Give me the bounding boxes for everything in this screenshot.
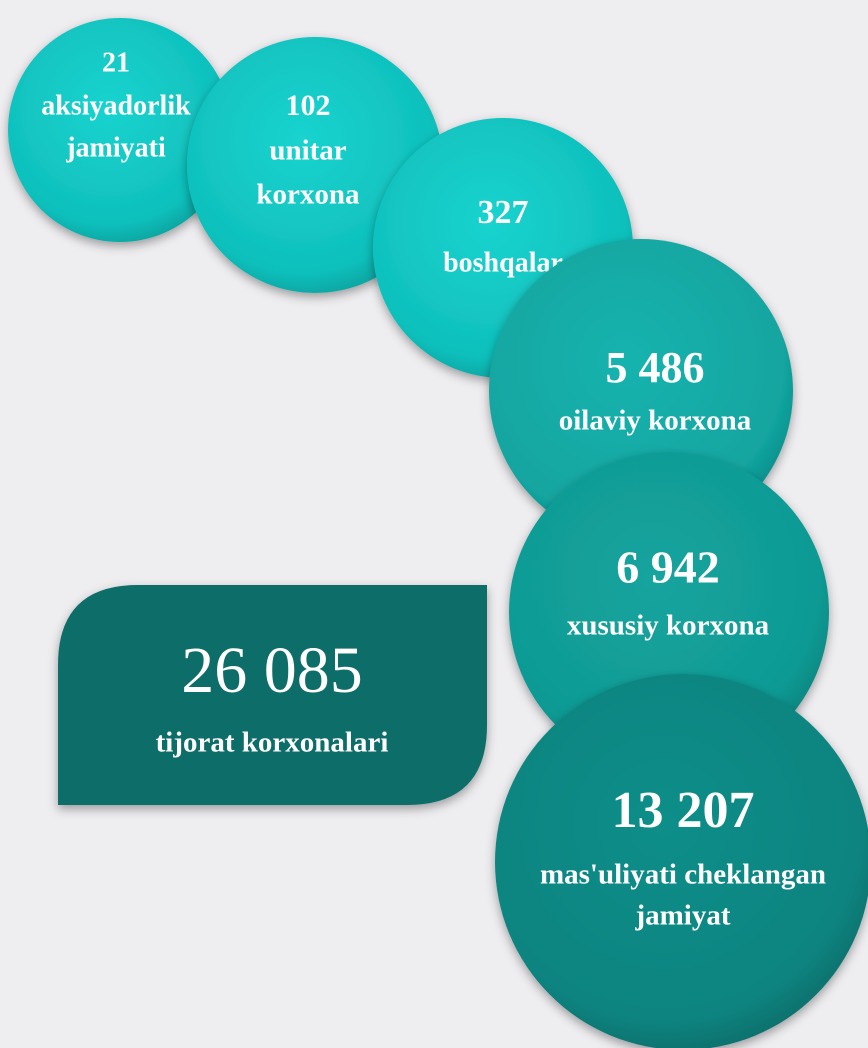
bubbles: 21 aksiyadorlik jamiyati 102 unitar korxona 32…: [8, 18, 868, 1048]
bubble-label: jamiyat: [634, 900, 730, 932]
bubble: 21 aksiyadorlik jamiyati: [8, 18, 232, 242]
bubble-label: aksiyadorlik: [41, 90, 191, 121]
total-box: [58, 585, 487, 805]
bubble-label: korxona: [256, 179, 360, 211]
bubble-circle: [8, 18, 232, 242]
bubble-label: oilaviy korxona: [559, 405, 752, 437]
bubble-value: 21: [102, 47, 130, 78]
total-value: 26 085: [181, 634, 363, 707]
bubble: 13 207 mas'uliyati cheklangan jamiyat: [495, 674, 868, 1048]
bubble-value: 6 942: [616, 542, 720, 593]
bubble-value: 102: [286, 89, 331, 122]
total-label: tijorat korxonalari: [156, 727, 389, 759]
bubble-value: 327: [478, 194, 529, 231]
bubble-label: unitar: [269, 135, 346, 167]
bubble-label: xususiy korxona: [567, 610, 770, 642]
bubble-circle: [495, 674, 868, 1048]
bubble-label: jamiyati: [65, 132, 166, 163]
bubble-value: 13 207: [612, 782, 755, 839]
bubble-label: mas'uliyati cheklangan: [540, 859, 826, 891]
bubble-value: 5 486: [606, 343, 705, 392]
bubble-label: boshqalar: [443, 247, 563, 278]
